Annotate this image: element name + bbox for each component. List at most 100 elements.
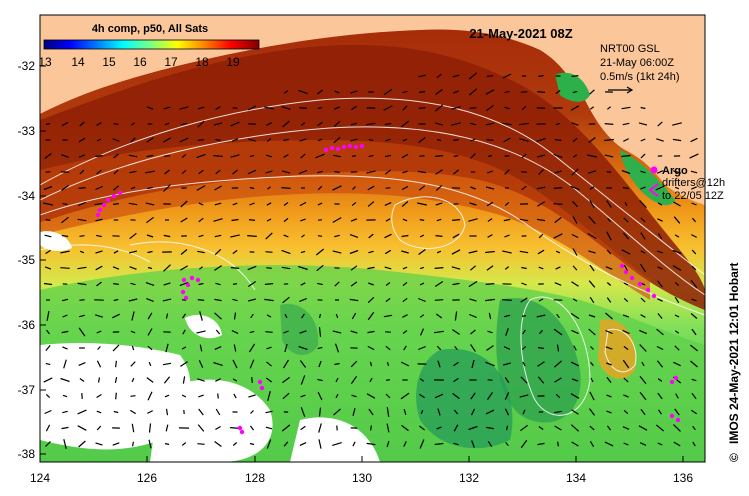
cold-eddy (496, 298, 581, 423)
velocity-arrow (435, 169, 443, 175)
velocity-arrow (284, 343, 288, 353)
velocity-arrow (571, 378, 579, 382)
velocity-arrow (536, 218, 546, 222)
velocity-arrow (451, 122, 461, 126)
velocity-arrow (502, 73, 512, 79)
velocity-arrow (486, 265, 494, 271)
velocity-arrow (197, 106, 205, 110)
velocity-arrow (77, 201, 87, 207)
velocity-arrow (384, 154, 392, 158)
velocity-arrow (402, 138, 408, 142)
velocity-arrow (536, 314, 546, 318)
velocity-arrow (96, 281, 102, 287)
velocity-arrow (486, 75, 494, 77)
velocity-arrow (283, 441, 289, 447)
velocity-arrow (179, 281, 189, 287)
velocity-arrow (366, 393, 376, 399)
velocity-arrow (182, 329, 186, 335)
velocity-arrow (485, 298, 495, 302)
velocity-arrow (555, 266, 561, 270)
velocity-arrow (61, 185, 69, 191)
velocity-arrow (78, 362, 86, 366)
velocity-arrow (233, 393, 237, 399)
velocity-arrow (485, 409, 495, 415)
velocity-arrow (350, 330, 358, 334)
velocity-arrow (181, 346, 187, 350)
velocity-arrow (248, 138, 256, 142)
velocity-arrow (453, 361, 459, 367)
velocity-arrow (77, 266, 87, 270)
velocity-arrow (113, 185, 119, 191)
velocity-arrow (402, 314, 408, 318)
velocity-arrow (586, 154, 598, 158)
velocity-arrow (588, 216, 596, 224)
velocity-arrow (553, 153, 563, 159)
velocity-arrow (672, 249, 682, 255)
velocity-arrow (402, 170, 408, 174)
velocity-arrow (265, 426, 273, 430)
velocity-arrow (521, 266, 527, 270)
velocity-arrow (350, 138, 358, 142)
velocity-arrow (537, 346, 545, 350)
velocity-arrow (471, 440, 475, 448)
velocity-arrow (367, 201, 375, 207)
velocity-arrow (656, 360, 664, 368)
velocity-arrow (468, 250, 478, 254)
velocity-arrow (690, 409, 698, 415)
velocity-arrow (147, 186, 153, 190)
velocity-arrow (384, 169, 392, 175)
velocity-arrow (505, 328, 509, 336)
velocity-arrow (281, 187, 291, 189)
velocity-arrow (401, 185, 409, 191)
velocity-arrow (589, 296, 595, 304)
velocity-arrow (165, 313, 169, 319)
velocity-arrow (538, 426, 544, 430)
velocity-arrow (249, 425, 255, 431)
velocity-arrow (165, 408, 169, 416)
velocity-arrow (282, 296, 290, 304)
velocity-arrow (147, 410, 153, 414)
velocity-arrow (557, 441, 559, 447)
velocity-arrow (298, 89, 308, 95)
velocity-arrow (349, 234, 359, 238)
velocity-arrow (436, 250, 442, 254)
velocity-arrow (300, 250, 306, 254)
velocity-arrow (146, 298, 154, 302)
velocity-arrow (672, 122, 682, 126)
velocity-arrow (553, 410, 563, 414)
colorbar-tick: 18 (195, 55, 209, 69)
velocity-arrow (96, 410, 102, 414)
velocity-arrow (470, 329, 476, 335)
velocity-arrow (639, 344, 647, 352)
velocity-arrow (95, 250, 103, 254)
velocity-arrow (368, 154, 374, 158)
velocity-arrow (503, 137, 511, 143)
velocity-arrow (198, 217, 204, 223)
velocity-arrow (570, 312, 580, 320)
velocity-arrow (621, 154, 631, 158)
velocity-arrow (469, 313, 477, 319)
velocity-arrow (251, 377, 253, 383)
velocity-arrow (265, 232, 273, 240)
velocity-arrow (63, 359, 67, 369)
velocity-arrow (656, 138, 664, 142)
velocity-arrow (657, 313, 663, 319)
velocity-arrow (383, 105, 393, 111)
velocity-arrow (401, 153, 409, 159)
velocity-arrow (45, 345, 51, 351)
velocity-arrow (691, 298, 697, 302)
velocity-arrow (198, 169, 204, 175)
velocity-arrow (214, 265, 222, 271)
velocity-arrow (283, 217, 289, 223)
velocity-arrow (317, 282, 323, 286)
velocity-arrow (386, 407, 390, 417)
velocity-arrow (555, 250, 561, 254)
velocity-arrow (213, 154, 223, 158)
velocity-arrow (487, 234, 493, 238)
velocity-arrow (301, 234, 305, 238)
velocity-arrow (385, 282, 391, 286)
velocity-arrow (607, 106, 611, 110)
velocity-arrow (452, 74, 460, 78)
velocity-arrow (77, 425, 87, 431)
velocity-arrow (334, 90, 340, 94)
